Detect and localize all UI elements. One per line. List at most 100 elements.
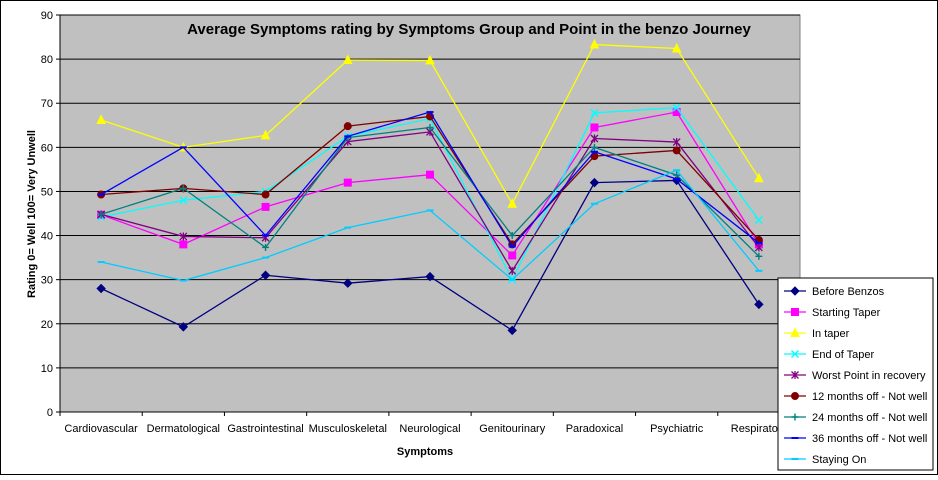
legend-label: In taper bbox=[812, 328, 850, 340]
y-tick-label: 40 bbox=[41, 231, 53, 243]
legend-label: 12 months off - Not well bbox=[812, 391, 927, 403]
legend-marker bbox=[790, 327, 800, 337]
y-tick-label: 20 bbox=[41, 319, 53, 331]
data-point bbox=[672, 138, 681, 147]
data-point bbox=[754, 243, 763, 252]
legend-label: Starting Taper bbox=[812, 307, 881, 319]
x-tick-label: Gastrointestinal bbox=[227, 423, 303, 435]
data-point bbox=[755, 252, 763, 260]
series-group bbox=[97, 127, 763, 275]
legend-marker bbox=[790, 286, 800, 296]
data-point bbox=[179, 240, 188, 249]
data-point bbox=[96, 114, 106, 124]
data-point bbox=[343, 278, 353, 288]
y-tick-label: 0 bbox=[47, 407, 53, 419]
x-tick-label: Psychiatric bbox=[650, 423, 704, 435]
y-tick-label: 10 bbox=[41, 363, 53, 375]
y-tick-label: 50 bbox=[41, 186, 53, 198]
legend-label: 24 months off - Not well bbox=[812, 412, 927, 424]
legend-label: Before Benzos bbox=[812, 286, 885, 298]
x-tick-label: Dermatological bbox=[147, 423, 220, 435]
series-group bbox=[97, 123, 763, 260]
legend-marker bbox=[791, 350, 799, 358]
x-tick-label: Respiratory bbox=[731, 423, 788, 435]
legend: Before Benzos Starting Taper In taper End o… bbox=[777, 277, 934, 471]
data-point bbox=[343, 178, 352, 187]
data-point bbox=[754, 172, 764, 183]
y-axis-title: Rating 0= Well 100= Very Unwell bbox=[26, 130, 38, 298]
legend-marker bbox=[791, 392, 799, 400]
data-point bbox=[97, 210, 105, 218]
x-tick-label: Paradoxical bbox=[566, 423, 623, 435]
data-point bbox=[343, 122, 352, 131]
series-lines bbox=[96, 38, 764, 336]
data-point bbox=[590, 108, 599, 117]
data-point bbox=[342, 54, 353, 64]
legend-label: End of Taper bbox=[812, 349, 875, 361]
data-point bbox=[344, 134, 352, 142]
x-tick-label: Neurological bbox=[399, 423, 460, 435]
data-point bbox=[754, 299, 764, 310]
legend-label: Worst Point in recovery bbox=[812, 370, 926, 382]
data-point bbox=[590, 143, 598, 151]
legend-entry: Worst Point in recovery bbox=[784, 370, 926, 382]
data-point bbox=[179, 232, 188, 241]
data-point bbox=[261, 190, 270, 199]
legend-entry: Staying On bbox=[784, 454, 866, 466]
data-point bbox=[589, 38, 600, 49]
plot-area bbox=[59, 14, 801, 413]
data-point bbox=[672, 146, 681, 155]
x-tick-label: Cardiovascular bbox=[64, 423, 138, 435]
legend-label: 36 months off - Not well bbox=[812, 433, 927, 445]
chart-title: Average Symptoms rating by Symptoms Grou… bbox=[187, 21, 751, 38]
data-point bbox=[179, 196, 188, 205]
legend-entry: Starting Taper bbox=[784, 307, 881, 319]
y-tick-label: 30 bbox=[41, 275, 53, 287]
data-point bbox=[672, 103, 681, 112]
data-point bbox=[590, 134, 599, 143]
legend-entry: In taper bbox=[784, 327, 850, 340]
data-point bbox=[590, 123, 599, 132]
data-point bbox=[671, 42, 682, 53]
data-point bbox=[508, 251, 517, 260]
x-tick-labels: Cardiovascular Dermatological Gastrointest… bbox=[64, 423, 787, 435]
legend-entry: 12 months off - Not well bbox=[784, 391, 927, 403]
data-point bbox=[754, 216, 763, 225]
data-point bbox=[260, 270, 271, 280]
data-point bbox=[673, 171, 681, 179]
y-tick-label: 70 bbox=[41, 98, 53, 110]
data-point bbox=[261, 202, 270, 211]
x-tick-label: Genitourinary bbox=[479, 423, 546, 435]
legend-marker bbox=[791, 308, 799, 316]
data-point bbox=[262, 243, 270, 251]
data-point bbox=[178, 322, 189, 332]
x-axis-title: Symptoms bbox=[397, 446, 453, 458]
data-point bbox=[507, 198, 518, 208]
data-point bbox=[426, 123, 434, 131]
data-point bbox=[425, 271, 435, 282]
y-tick-label: 60 bbox=[41, 142, 53, 154]
series-group bbox=[97, 111, 763, 248]
data-point bbox=[425, 54, 435, 65]
legend-entry: End of Taper bbox=[784, 349, 875, 361]
data-point bbox=[260, 129, 271, 140]
legend-entry: 24 months off - Not well bbox=[784, 412, 927, 424]
data-point bbox=[508, 232, 516, 240]
data-point bbox=[179, 184, 187, 192]
data-point bbox=[426, 170, 434, 179]
legend-marker bbox=[791, 371, 799, 379]
data-point bbox=[589, 177, 600, 188]
x-tick-label: Musculoskeletal bbox=[309, 423, 387, 435]
legend-entry: 36 months off - Not well bbox=[784, 433, 927, 445]
data-point bbox=[508, 266, 517, 275]
y-tick-label: 80 bbox=[41, 54, 53, 66]
series-group bbox=[97, 169, 763, 282]
data-point bbox=[96, 283, 106, 294]
legend-entry: Before Benzos bbox=[784, 286, 885, 298]
y-tick-label: 90 bbox=[41, 10, 53, 22]
legend-label: Staying On bbox=[812, 454, 866, 466]
legend-marker bbox=[791, 413, 799, 421]
data-point bbox=[507, 325, 517, 336]
